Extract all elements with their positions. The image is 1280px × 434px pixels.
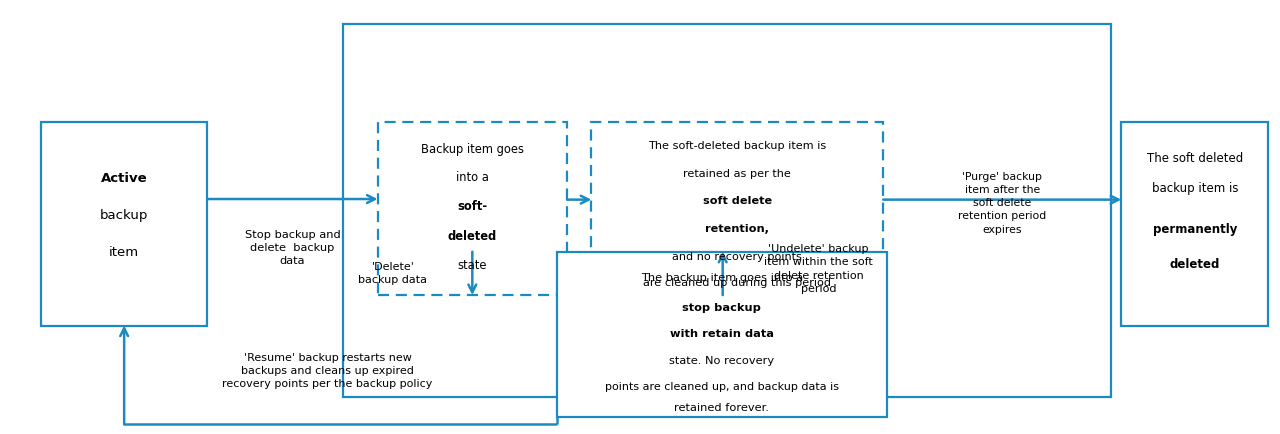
Text: into a: into a (456, 171, 489, 184)
Bar (343, 24, 1111, 397)
Text: permanently: permanently (1153, 223, 1236, 236)
Text: deleted: deleted (1170, 258, 1220, 271)
Text: retained as per the: retained as per the (684, 168, 791, 179)
Text: state. No recovery: state. No recovery (669, 355, 774, 365)
Text: retained forever.: retained forever. (675, 403, 769, 414)
Text: Stop backup and
delete  backup
data: Stop backup and delete backup data (244, 230, 340, 266)
Text: retention,: retention, (705, 224, 769, 234)
Text: backup item is: backup item is (1152, 182, 1238, 195)
Text: Backup item goes: Backup item goes (421, 143, 524, 156)
Text: The soft-deleted backup item is: The soft-deleted backup item is (648, 141, 827, 151)
Text: soft delete: soft delete (703, 196, 772, 207)
Text: deleted: deleted (448, 230, 497, 243)
Bar (1121, 122, 1268, 326)
Text: and no recovery points: and no recovery points (672, 252, 803, 262)
Text: 'Delete'
backup data: 'Delete' backup data (358, 262, 428, 285)
Bar (378, 122, 567, 295)
Text: The backup item goes into a: The backup item goes into a (641, 273, 803, 283)
Text: soft-: soft- (457, 200, 488, 213)
Text: 'Undelete' backup
item within the soft
delete retention
period: 'Undelete' backup item within the soft d… (764, 244, 873, 294)
Bar (557, 252, 887, 417)
Text: are cleaned up during this period: are cleaned up during this period (644, 278, 831, 288)
Bar (591, 122, 883, 295)
Text: The soft deleted: The soft deleted (1147, 152, 1243, 165)
Text: item: item (109, 246, 140, 259)
Text: points are cleaned up, and backup data is: points are cleaned up, and backup data i… (605, 382, 838, 392)
Text: 'Purge' backup
item after the
soft delete
retention period
expires: 'Purge' backup item after the soft delet… (959, 172, 1046, 234)
Text: Active: Active (101, 172, 147, 185)
Text: state: state (457, 259, 488, 272)
Text: with retain data: with retain data (669, 329, 774, 339)
Text: 'Resume' backup restarts new
backups and cleans up expired
recovery points per t: 'Resume' backup restarts new backups and… (223, 353, 433, 389)
Bar (41, 122, 207, 326)
Text: stop backup: stop backup (682, 303, 762, 313)
Text: backup: backup (100, 209, 148, 222)
